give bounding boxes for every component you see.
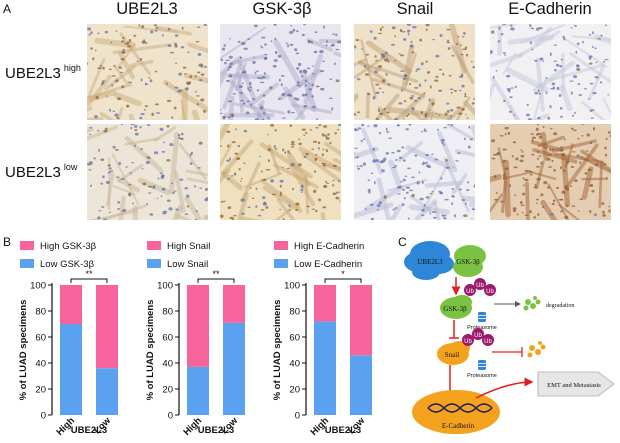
gsk3b-complex-label: GSK-3β (456, 258, 480, 266)
x-axis-label: UBE2L3 (198, 425, 234, 436)
row-label-low-level: low (64, 162, 78, 172)
ihc-tile-high-gsk3b (220, 24, 341, 120)
significance-label: * (341, 269, 345, 279)
degradation-fragments-green-icon (524, 296, 541, 311)
y-tick-label: 0 (168, 411, 173, 422)
bar-segment (96, 368, 118, 415)
column-header-gsk3b: GSK-3β (222, 0, 342, 19)
bar-segment (350, 355, 372, 415)
y-tick-label: 60 (35, 333, 46, 344)
legend-swatch (20, 241, 34, 250)
y-axis-label: % of LUAD specimens (272, 300, 283, 401)
bar-segment (223, 323, 245, 415)
y-axis-label: % of LUAD specimens (18, 300, 29, 401)
bar-segment (314, 321, 336, 415)
row-label-high-gene: UBE2L3 (5, 65, 61, 82)
x-axis-label: UBE2L3 (71, 425, 107, 436)
y-axis-label: % of LUAD specimens (145, 300, 156, 401)
y-tick-label: 80 (35, 307, 46, 318)
significance-label: ** (85, 269, 93, 279)
y-tick-label: 40 (162, 359, 173, 370)
legend-label: Low E-Cadherin (294, 259, 362, 270)
legend-label: High E-Cadherin (294, 241, 364, 252)
ub-label-1b: Ub (476, 283, 484, 289)
y-tick-label: 0 (41, 411, 46, 422)
bar-segment (314, 285, 336, 321)
bar-segment (60, 324, 82, 415)
y-tick-label: 20 (289, 385, 300, 396)
ub-label-2a: Ub (464, 339, 472, 345)
legend-swatch (20, 259, 34, 268)
significance-bracket (71, 279, 107, 283)
y-tick-label: 60 (289, 333, 300, 344)
bar-chart-ecadherin: High E-Cadherin Low E-Cadherin 0 20 40 60 80 10… (264, 235, 394, 438)
legend-label: Low Snail (167, 259, 208, 270)
y-tick-label: 20 (162, 385, 173, 396)
ihc-tile-low-ecadherin (490, 124, 611, 220)
y-tick-label: 80 (289, 307, 300, 318)
ihc-tile-low-snail (354, 124, 475, 220)
ihc-tile-high-snail (354, 24, 475, 120)
bar-chart-snail: High Snail Low Snail 0 20 40 60 80 100% of LUAD… (137, 235, 267, 438)
gsk3b-label: GSK-3β (443, 305, 467, 313)
ecadherin-label: E-Cadherin (442, 422, 475, 430)
bar-segment (187, 285, 209, 367)
snail-label: Snail (445, 351, 459, 359)
pathway-diagram: UBE2L3 GSK-3β GSK-3β Ub Ub Ub Pr (398, 232, 620, 438)
ihc-tile-high-ecadherin (490, 24, 611, 120)
bar-segment (350, 285, 372, 355)
ub-label-1c: Ub (486, 289, 494, 295)
y-tick-label: 80 (162, 307, 173, 318)
proteasome-icon-1 (478, 312, 486, 322)
significance-bracket (198, 279, 234, 283)
y-tick-label: 60 (162, 333, 173, 344)
bar-segment (96, 285, 118, 368)
row-label-high-level: high (64, 63, 81, 73)
bar-segment (223, 285, 245, 323)
bar-segment (60, 285, 82, 324)
significance-label: ** (212, 269, 220, 279)
legend-label: High GSK-3β (40, 241, 97, 252)
y-tick-label: 100 (284, 281, 300, 292)
ube2l3-complex-label: UBE2L3 (417, 258, 443, 266)
ihc-tile-low-gsk3b (220, 124, 341, 220)
ihc-tile-high-ube2l3 (87, 24, 208, 120)
proteasome-icon-2 (478, 360, 486, 370)
legend-swatch (147, 259, 161, 268)
y-tick-label: 40 (35, 359, 46, 370)
row-label-low-gene: UBE2L3 (5, 164, 61, 181)
y-tick-label: 100 (30, 281, 46, 292)
legend-swatch (274, 241, 288, 250)
y-tick-label: 100 (157, 281, 173, 292)
legend-label: High Snail (167, 241, 210, 252)
emt-label: EMT and Metastasis (547, 382, 601, 389)
bar-segment (187, 367, 209, 415)
ub-label-1a: Ub (466, 289, 474, 295)
panel-a-label: A (3, 2, 11, 16)
y-tick-label: 40 (289, 359, 300, 370)
y-tick-label: 0 (295, 411, 300, 422)
degradation-label: degradation (546, 303, 574, 309)
proteasome-label-2: Proteasome (467, 373, 497, 379)
ihc-tile-low-ube2l3 (87, 124, 208, 220)
ub-label-2b: Ub (474, 333, 482, 339)
ub-label-2c: Ub (484, 339, 492, 345)
degradation-fragments-orange-icon (528, 341, 546, 358)
column-header-snail: Snail (355, 0, 475, 19)
column-header-ecadherin: E-Cadherin (490, 0, 610, 19)
column-header-ube2l3: UBE2L3 (87, 0, 207, 19)
legend-swatch (147, 241, 161, 250)
significance-bracket (325, 279, 361, 283)
legend-swatch (274, 259, 288, 268)
x-axis-label: UBE2L3 (325, 425, 361, 436)
y-tick-label: 20 (35, 385, 46, 396)
